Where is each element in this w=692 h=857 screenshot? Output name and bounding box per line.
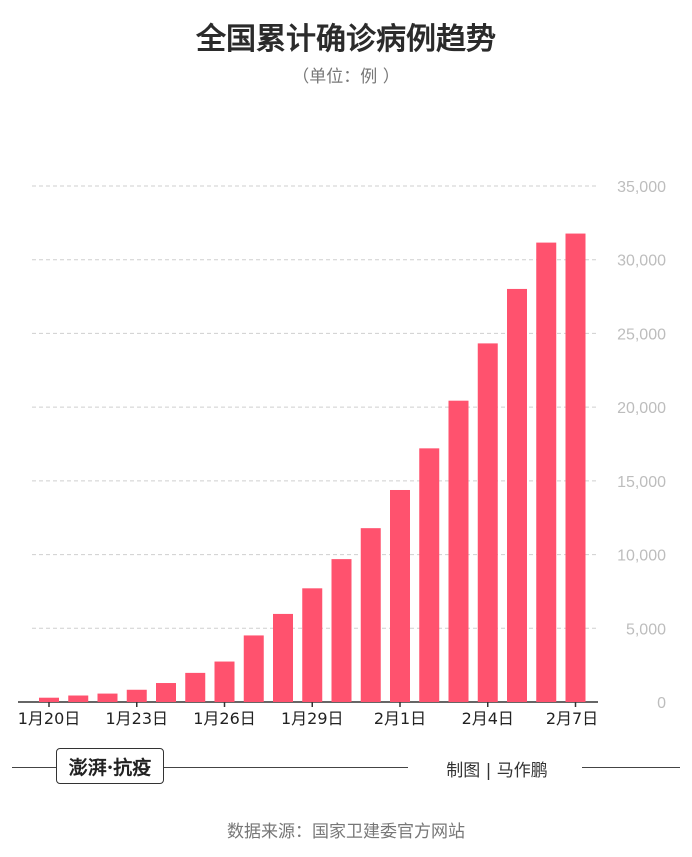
y-tick-label: 35,000 [617, 179, 666, 196]
footer-divider-right [582, 767, 680, 768]
data-source: 数据来源：国家卫建委官方网站 [227, 822, 465, 842]
bar [68, 695, 89, 702]
y-tick-label: 20,000 [617, 400, 666, 417]
footer-divider-left [12, 767, 56, 768]
x-tick-label: 1月20日 [18, 709, 81, 728]
bar [419, 448, 440, 702]
y-tick-label: 10,000 [617, 548, 666, 565]
y-tick-label: 30,000 [617, 253, 666, 270]
y-tick-label: 0 [657, 695, 666, 712]
bar [507, 288, 527, 702]
bar [302, 588, 323, 702]
chart-title: 全国累计确诊病例趋势 [196, 22, 496, 57]
bar [97, 693, 118, 702]
bar [331, 559, 352, 702]
x-tick-label: 2月1日 [374, 709, 426, 728]
y-tick-label: 15,000 [617, 474, 666, 491]
footer-divider-middle [164, 767, 408, 768]
x-tick-label: 1月23日 [105, 709, 168, 728]
bar [565, 233, 586, 702]
bar [477, 343, 498, 702]
bar [243, 635, 264, 702]
bar [360, 528, 381, 702]
bar [156, 683, 176, 702]
x-tick-label: 2月4日 [462, 709, 514, 728]
bar [185, 672, 206, 702]
x-tick-label: 1月29日 [281, 709, 344, 728]
y-tick-label: 5,000 [626, 621, 666, 638]
bar [448, 400, 469, 702]
bar [390, 489, 410, 702]
bar [536, 242, 557, 702]
x-tick-label: 2月7日 [546, 709, 598, 728]
bar [273, 613, 293, 702]
bar [39, 697, 59, 702]
y-tick-label: 25,000 [617, 326, 666, 343]
bar [126, 689, 147, 702]
chart-subtitle: （单位：例 ） [292, 67, 400, 87]
publisher-logo: 澎湃·抗疫 [56, 748, 164, 784]
x-tick-label: 1月26日 [193, 709, 256, 728]
bar-chart: 0 5,000 10,000 15,000 20,000 25,000 30,000 35,0… [18, 179, 666, 728]
chart-credit: 制图 | 马作鹏 [446, 761, 548, 781]
bar [214, 661, 235, 702]
